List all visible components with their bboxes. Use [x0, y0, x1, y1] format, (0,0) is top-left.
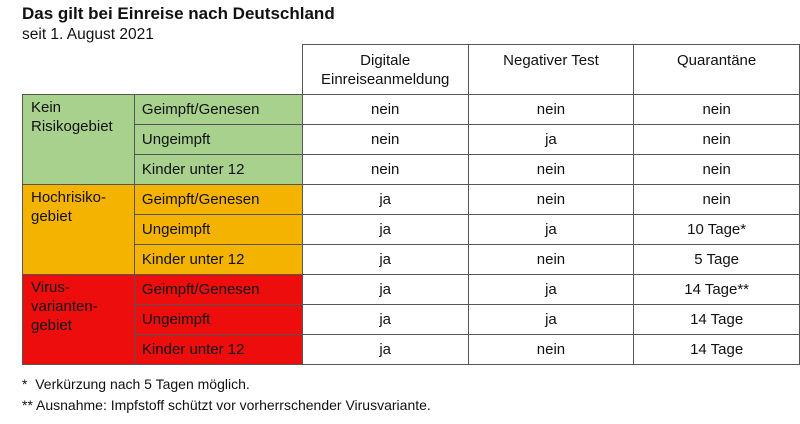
footnotes: * Verkürzung nach 5 Tagen möglich. ** Au… — [22, 374, 431, 416]
value-cell: nein — [467, 334, 635, 365]
category-cell: Kinder unter 12 — [133, 154, 303, 185]
category-cell: Ungeimpft — [133, 124, 303, 155]
column-header-registration: Digitale Einreiseanmeldung — [301, 44, 469, 95]
rules-table: Digitale Einreiseanmeldung Negativer Tes… — [22, 44, 800, 365]
value-cell: nein — [633, 124, 800, 155]
value-cell: nein — [467, 244, 635, 275]
table-row: Kein Risikogebiet Geimpft/Genesen nein n… — [22, 94, 800, 185]
value-cell: ja — [467, 304, 635, 335]
group-label-high-risk: Hochrisiko- gebiet — [22, 184, 135, 275]
footnote-1: * Verkürzung nach 5 Tagen möglich. — [22, 376, 250, 392]
header-corner — [22, 44, 303, 95]
table-row: Hochrisiko- gebiet Geimpft/Genesen ja ne… — [22, 184, 800, 275]
value-cell: ja — [301, 244, 469, 275]
group-label-no-risk: Kein Risikogebiet — [22, 94, 135, 185]
value-cell: nein — [633, 184, 800, 215]
column-header-test: Negativer Test — [467, 44, 635, 95]
page-title: Das gilt bei Einreise nach Deutschland — [22, 4, 335, 23]
value-cell: ja — [467, 274, 635, 305]
table-header-row: Digitale Einreiseanmeldung Negativer Tes… — [22, 44, 800, 95]
column-header-quarantine: Quarantäne — [633, 44, 800, 95]
table-row: Kinder unter 12 ja nein 14 Tage — [23, 334, 800, 365]
table-row: Ungeimpft nein ja nein — [23, 124, 800, 155]
value-cell: 14 Tage — [633, 304, 800, 335]
table-row: Ungeimpft ja ja 14 Tage — [23, 304, 800, 335]
value-cell: ja — [301, 274, 469, 305]
value-cell: 5 Tage — [633, 244, 800, 275]
table-row: Kinder unter 12 nein nein nein — [23, 154, 800, 185]
table-row: Ungeimpft ja ja 10 Tage* — [23, 214, 800, 245]
value-cell: nein — [467, 94, 635, 125]
group-label-variant-area: Virus- varianten- gebiet — [22, 274, 135, 365]
value-cell: ja — [467, 214, 635, 245]
value-cell: ja — [301, 184, 469, 215]
page-subtitle: seit 1. August 2021 — [22, 26, 154, 43]
category-cell: Geimpft/Genesen — [133, 94, 303, 125]
value-cell: nein — [301, 154, 469, 185]
category-cell: Ungeimpft — [133, 214, 303, 245]
value-cell: nein — [301, 94, 469, 125]
category-cell: Geimpft/Genesen — [133, 184, 303, 215]
category-cell: Kinder unter 12 — [133, 244, 303, 275]
category-cell: Kinder unter 12 — [133, 334, 303, 365]
value-cell: nein — [467, 154, 635, 185]
value-cell: ja — [301, 304, 469, 335]
value-cell: nein — [633, 154, 800, 185]
category-cell: Geimpft/Genesen — [133, 274, 303, 305]
value-cell: nein — [633, 94, 800, 125]
value-cell: 14 Tage** — [633, 274, 800, 305]
value-cell: nein — [301, 124, 469, 155]
value-cell: ja — [301, 334, 469, 365]
value-cell: 10 Tage* — [633, 214, 800, 245]
footnote-2: ** Ausnahme: Impfstoff schützt vor vorhe… — [22, 397, 431, 413]
table-row: Virus- varianten- gebiet Geimpft/Genesen… — [22, 274, 800, 365]
category-cell: Ungeimpft — [133, 304, 303, 335]
table-row: Kinder unter 12 ja nein 5 Tage — [23, 244, 800, 275]
value-cell: 14 Tage — [633, 334, 800, 365]
value-cell: ja — [301, 214, 469, 245]
value-cell: ja — [467, 124, 635, 155]
value-cell: nein — [467, 184, 635, 215]
